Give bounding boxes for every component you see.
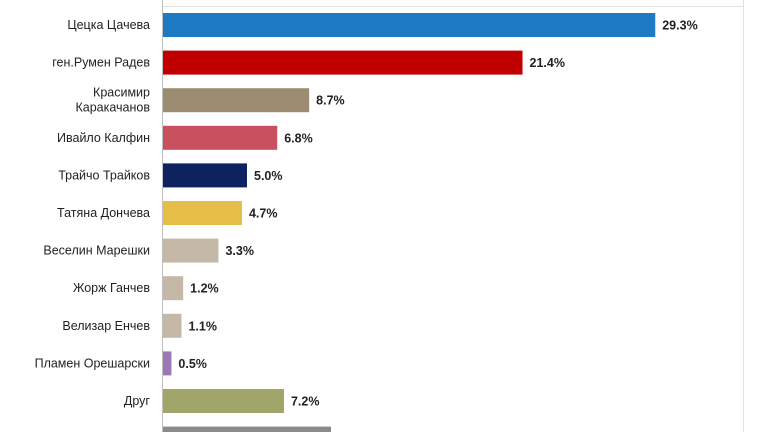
bar — [163, 313, 182, 338]
value-label: 0.5% — [178, 357, 207, 371]
bar — [163, 88, 310, 113]
value-label: 1.1% — [188, 319, 217, 333]
value-label: 29.3% — [662, 19, 697, 33]
category-label: Пламен Орешарски — [35, 356, 150, 370]
bar — [163, 201, 242, 225]
value-label: 3.3% — [225, 244, 254, 258]
category-label: Цецка Цачева — [67, 18, 150, 32]
bar — [163, 163, 247, 188]
bar — [163, 276, 184, 301]
value-label: 1.2% — [190, 282, 219, 296]
bar — [163, 389, 284, 413]
category-label: Татяна Дончева — [57, 206, 150, 220]
bar — [163, 13, 656, 37]
value-label: 8.7% — [316, 94, 345, 108]
bar — [163, 50, 523, 75]
bar — [163, 238, 219, 263]
category-label: Жорж Ганчев — [73, 281, 151, 295]
value-label: 6.8% — [284, 131, 313, 145]
value-label: 5.0% — [254, 169, 283, 183]
category-label: ген.Румен Радев — [52, 56, 150, 70]
category-label: Красимир Каракачанов — [75, 86, 150, 115]
bar — [163, 125, 278, 150]
value-label: 7.2% — [291, 395, 320, 409]
value-label: 21.4% — [530, 56, 565, 70]
value-label: 4.7% — [249, 207, 278, 221]
category-label: Веселин Марешки — [43, 244, 150, 258]
category-label: Друг — [124, 394, 151, 408]
category-label: Трайчо Трайков — [58, 168, 150, 182]
category-label: Ивайло Калфин — [57, 131, 150, 145]
bar — [163, 426, 331, 432]
bar — [163, 351, 172, 376]
category-label: Велизар Енчев — [62, 319, 150, 333]
